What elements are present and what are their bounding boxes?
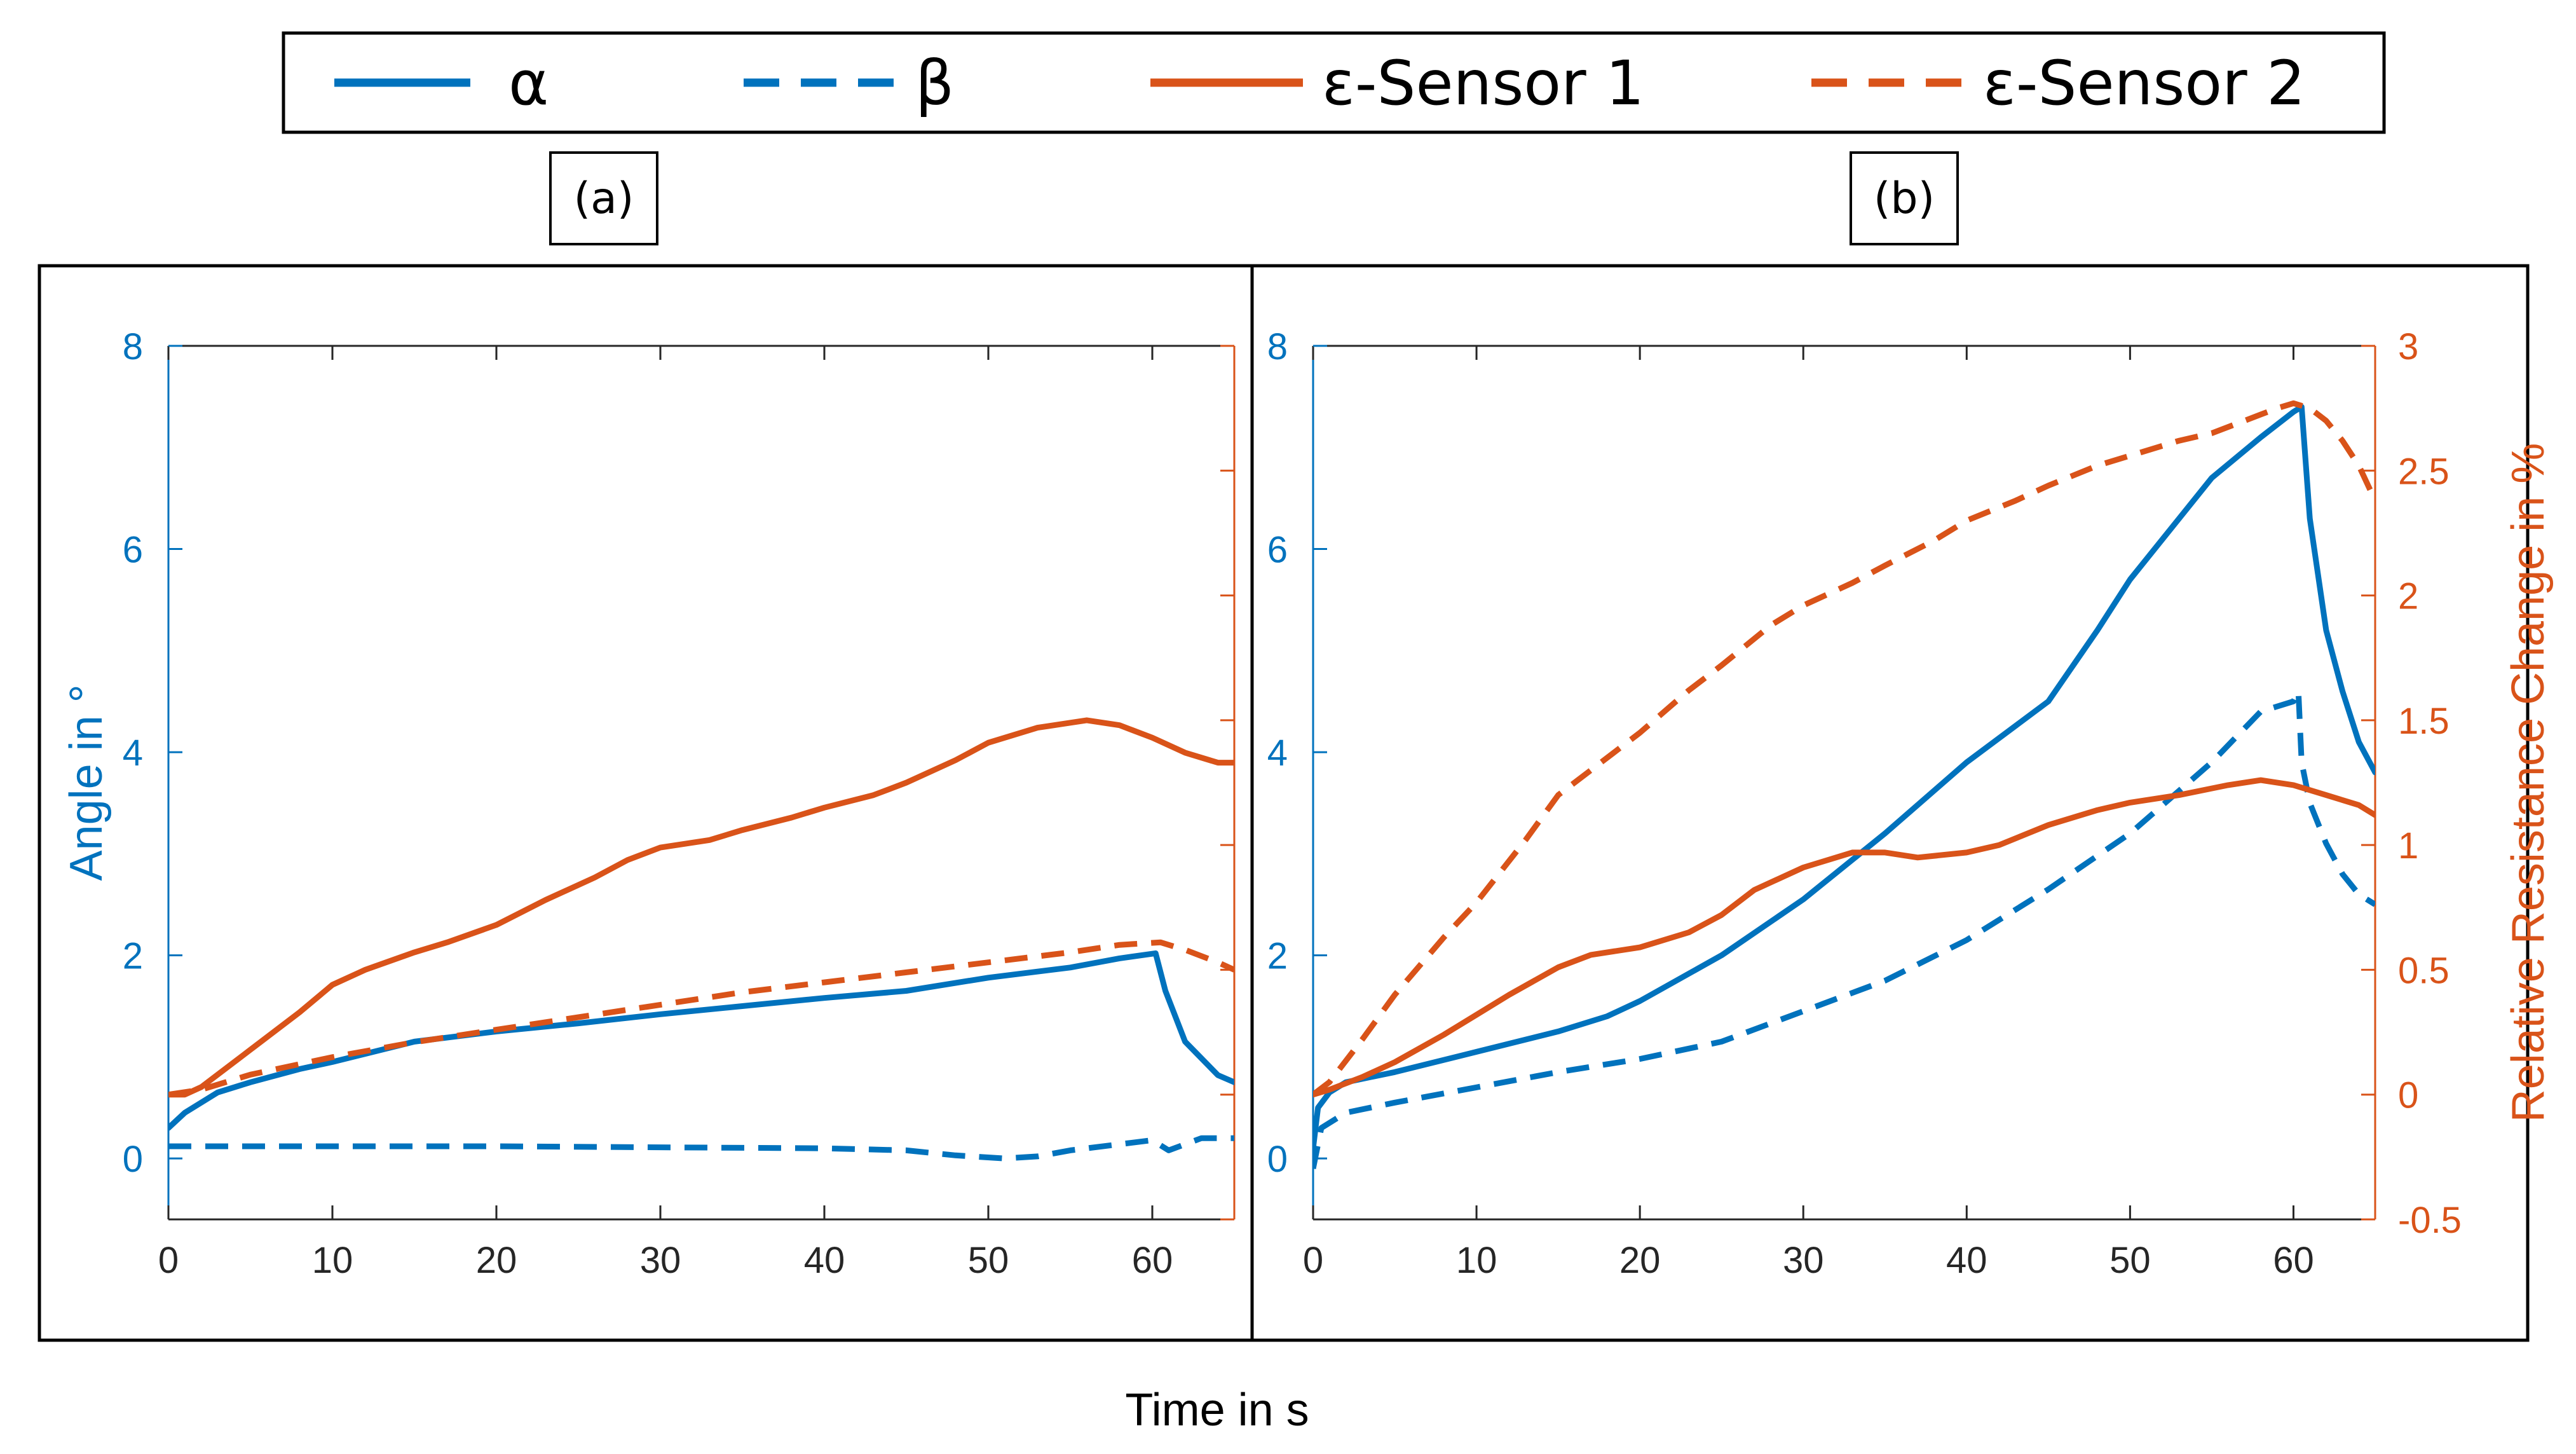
series-line-beta <box>168 1135 1234 1162</box>
x-tick-label: 40 <box>804 1240 845 1281</box>
series-line-sensor-2 <box>168 939 1234 1098</box>
x-tick-label: 20 <box>1619 1240 1661 1281</box>
panel-b: 0 10 20 30 40 50 60 0 2 4 6 8 -0.5 0 0.5 1 1.5 2 2.5 3 Relat… <box>1267 326 2554 1281</box>
legend: α β ε-Sensor 1 ε-Sensor 2 <box>282 31 2386 134</box>
x-tick-label: 0 <box>158 1240 179 1281</box>
legend-label-sensor1: ε-Sensor 1 <box>1322 48 1644 119</box>
y-axis-title-left: Angle in ° <box>61 685 112 881</box>
panel-label-a: (a) <box>549 151 658 245</box>
y-tick-label-left: 6 <box>123 530 143 571</box>
series-line-sensor-1 <box>168 717 1234 1098</box>
y-tick-label-left: 0 <box>1267 1139 1288 1180</box>
series-group <box>168 717 1234 1162</box>
x-axis-title: Time in s <box>1125 1385 1309 1436</box>
panel-label-b-text: (b) <box>1874 174 1935 224</box>
y-tick-label-right: -0.5 <box>2398 1200 2462 1241</box>
panel-a: 0 10 20 30 40 50 60 0 2 4 6 8 Angle in ° <box>61 326 1236 1281</box>
y-tick-label-right: 3 <box>2398 326 2418 367</box>
panels-frame <box>37 264 2530 1342</box>
series-line-sensor-1 <box>1313 777 2375 1098</box>
y-tick-label-left: 2 <box>1267 936 1288 977</box>
legend-label-beta: β <box>915 48 954 119</box>
x-tick-label: 10 <box>312 1240 353 1281</box>
x-tick-label: 0 <box>1303 1240 1323 1281</box>
x-tick-label: 30 <box>640 1240 681 1281</box>
panel-label-b-box <box>1850 151 1959 245</box>
y-tick-label-left: 4 <box>123 732 143 774</box>
series-line-sensor-2 <box>1313 400 2375 1097</box>
legend-box <box>282 31 2386 134</box>
legend-label-alpha: α <box>508 48 549 119</box>
y-tick-label-right: 1 <box>2398 825 2418 867</box>
series-line-beta <box>1313 688 2375 1169</box>
y-axis-title-right: Relative Resistance Change in % <box>2503 443 2554 1123</box>
x-tick-label: 30 <box>1783 1240 1824 1281</box>
y-tick-label-left: 6 <box>1267 530 1288 571</box>
series-group <box>1313 400 2375 1169</box>
legend-label-sensor2: ε-Sensor 2 <box>1983 48 2305 119</box>
y-tick-label-right: 2.5 <box>2398 451 2450 492</box>
x-tick-label: 50 <box>2109 1240 2151 1281</box>
panel-label-a-text: (a) <box>574 174 634 224</box>
x-tick-label: 20 <box>476 1240 517 1281</box>
y-tick-label-left: 8 <box>1267 326 1288 367</box>
x-tick-label: 40 <box>1946 1240 1987 1281</box>
x-tick-label: 50 <box>968 1240 1009 1281</box>
x-tick-label: 60 <box>1132 1240 1173 1281</box>
y-tick-label-left: 2 <box>123 936 143 977</box>
panel-label-a-box <box>549 151 658 245</box>
y-tick-label-left: 8 <box>123 326 143 367</box>
y-tick-label-left: 0 <box>123 1139 143 1180</box>
series-line-alpha <box>1313 404 2375 1151</box>
x-tick-label: 10 <box>1456 1240 1497 1281</box>
y-tick-label-right: 0 <box>2398 1075 2418 1116</box>
panel-label-b: (b) <box>1850 151 1959 245</box>
y-tick-label-left: 4 <box>1267 732 1288 774</box>
x-tick-label: 60 <box>2273 1240 2314 1281</box>
y-tick-label-right: 1.5 <box>2398 701 2450 742</box>
series-line-alpha <box>168 950 1234 1131</box>
y-tick-label-right: 0.5 <box>2398 950 2450 991</box>
y-tick-label-right: 2 <box>2398 576 2418 617</box>
